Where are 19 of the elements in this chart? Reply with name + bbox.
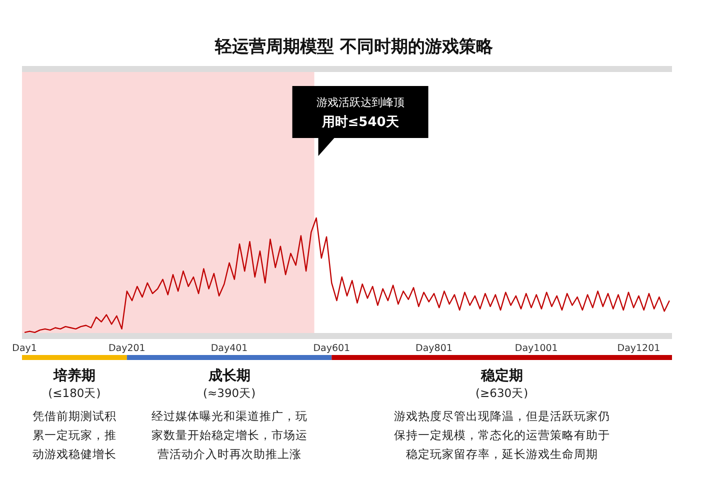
text: 培养期 [52,367,96,384]
x-tick-label: Day1001 [514,343,558,354]
chart-title: 轻运营周期模型 不同时期的游戏策略 [214,37,494,57]
text: 游戏活跃达到峰顶 [316,96,404,109]
text: 用时≤540天 [320,115,400,130]
x-tick-label: Day1 [12,343,37,354]
x-tick-label: Day1201 [617,343,660,354]
text: (≈390天) [203,386,256,400]
x-tick-label: Day601 [313,343,350,354]
x-tick-label: Day401 [210,343,248,354]
x-tick-label: Day201 [108,343,146,354]
text: 凭借前期测试积累一定玩家，推动游戏稳健增长 [32,409,116,461]
text: 成长期 [207,368,250,384]
text: (≥630天) [476,386,528,400]
x-tick-label: Day801 [416,343,452,354]
text: 经过媒体曝光和渠道推广，玩家数量开始稳定增长，市场运营活动介入时再次助推上涨 [151,409,308,461]
text: 稳定期 [480,367,523,384]
text: 游戏热度尽管出现降温，但是活跃玩家仍保持一定规模，常态化的运营策略有助于稳定玩家留存率，延长游戏生命周期 [394,409,610,461]
text: (≤180天) [48,386,101,400]
